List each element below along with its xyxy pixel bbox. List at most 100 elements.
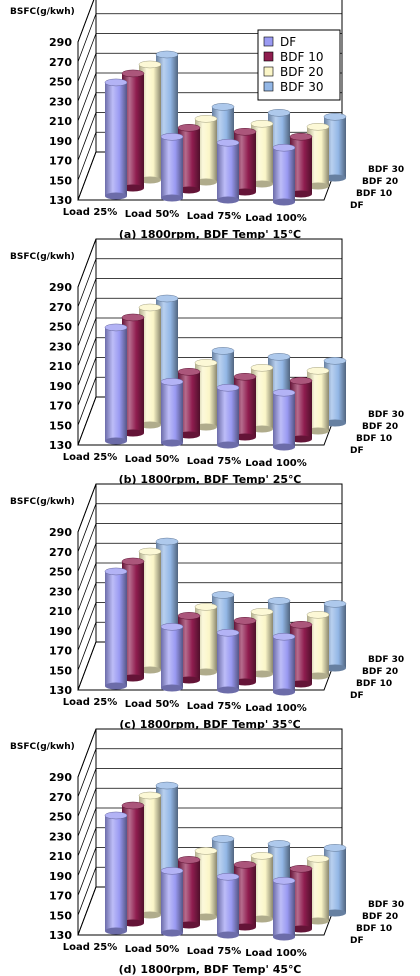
y-tick-label: 190 [49,380,72,393]
bar-top [138,303,162,312]
bar-top [177,124,201,132]
y-tick-label: 230 [49,830,72,843]
bar-body [178,371,200,435]
gridline [77,317,97,367]
gridline [77,562,97,612]
bar-base [307,917,329,925]
z-tick-label: BDF 10 [356,679,392,689]
bar-bdf-20-load-50 [194,847,218,921]
bar-body [122,561,144,678]
chart-title: (a) 1800rpm, BDF Temp' 15℃ [119,228,301,241]
z-tick-label: BDF 30 [368,165,404,175]
y-tick-label: 270 [49,56,72,69]
gridline [77,357,97,406]
bar-base [273,688,295,696]
bar-base [251,670,273,678]
bar-base [122,919,144,927]
bar-top [160,133,184,141]
bar-body [324,603,346,668]
bar-base [234,188,256,196]
y-tick-label: 150 [49,174,72,187]
chart-title: (c) 1800rpm, BDF Temp' 35℃ [119,718,300,731]
bar-base [122,429,144,437]
bar-bdf-30-load-100 [323,844,347,917]
gridline [77,641,97,691]
bar-body [251,855,273,919]
bar-bdf-20-load-100 [306,611,330,680]
z-tick-label: BDF 30 [368,410,404,420]
bar-top [138,547,162,556]
bar-base [273,933,295,941]
bar-bdf-20-load-75 [250,120,274,188]
bar-base [217,686,239,694]
bar-base [105,927,127,935]
gridline [77,298,97,347]
bar-bdf-20-load-75 [250,852,274,923]
y-tick-label: 190 [49,135,72,148]
bar-body [251,123,273,184]
bar-base [195,913,217,921]
y-tick-label: 250 [49,566,72,579]
bar-top [177,856,201,864]
bar-base [178,186,200,194]
bar-body [161,136,183,198]
z-tick-label: BDF 20 [362,422,398,432]
bar-body [139,795,161,915]
z-tick-label: BDF 10 [356,434,392,444]
bar-top [104,78,128,87]
x-tick-label: Load 50% [125,454,180,465]
bar-body [234,131,256,192]
bar-base [161,684,183,692]
bar-body [234,376,256,437]
bar-df-load-25 [104,811,128,935]
bar-body [139,307,161,425]
bar-base [217,441,239,449]
bar-top [323,844,347,852]
y-tick-label: 230 [49,95,72,108]
y-axis-label: BSFC(g/kwh) [10,252,75,262]
bar-top [250,852,274,860]
z-tick-label: BDF 20 [362,912,398,922]
gridline [77,151,97,201]
gridline [77,622,97,671]
y-tick-label: 290 [49,281,72,294]
y-tick-label: 290 [49,36,72,49]
bar-base [290,680,312,688]
legend-swatch [263,66,274,77]
bar-top [121,313,145,322]
y-tick-label: 150 [49,419,72,432]
bar-top [211,835,235,843]
chart-panel-4: 130 150 170 190 210 230 250 270 290 BSFC(g/kwh) Lo… [10,728,404,976]
bar-top [155,50,179,59]
gridline [77,543,97,592]
x-tick-label: Load 25% [63,942,118,953]
bar-base [105,437,127,445]
bar-df-load-100 [272,632,296,696]
bar-top [267,109,291,117]
z-tick-label: BDF 20 [362,667,398,677]
bar-base [217,931,239,939]
y-tick-label: 270 [49,546,72,559]
bar-base [324,664,346,672]
bar-base [307,672,329,680]
x-tick-label: Load 100% [245,213,307,224]
gridline [77,847,97,896]
bar-body [324,116,346,178]
gridline [77,278,97,327]
bar-base [273,443,295,451]
bar-body [307,858,329,921]
chart-panel-3: 130 150 170 190 210 230 250 270 290 BSFC(g/kwh) Lo… [10,483,404,731]
bar-top [289,865,313,873]
bar-top [233,861,257,869]
y-axis-label: BSFC(g/kwh) [10,742,75,752]
bar-top [250,364,274,372]
y-tick-label: 130 [49,439,72,452]
chart-panel-1: 130 150 170 190 210 230 250 270 290 BSFC(g/kwh) Lo… [10,0,404,241]
bar-top [194,115,218,123]
bar-bdf-20-load-25 [138,60,162,184]
bar-body [217,632,239,690]
chart-title: (b) 1800rpm, BDF Temp' 25℃ [119,473,302,486]
x-tick-label: Load 100% [245,703,307,714]
bar-bdf-10-load-25 [121,557,145,682]
